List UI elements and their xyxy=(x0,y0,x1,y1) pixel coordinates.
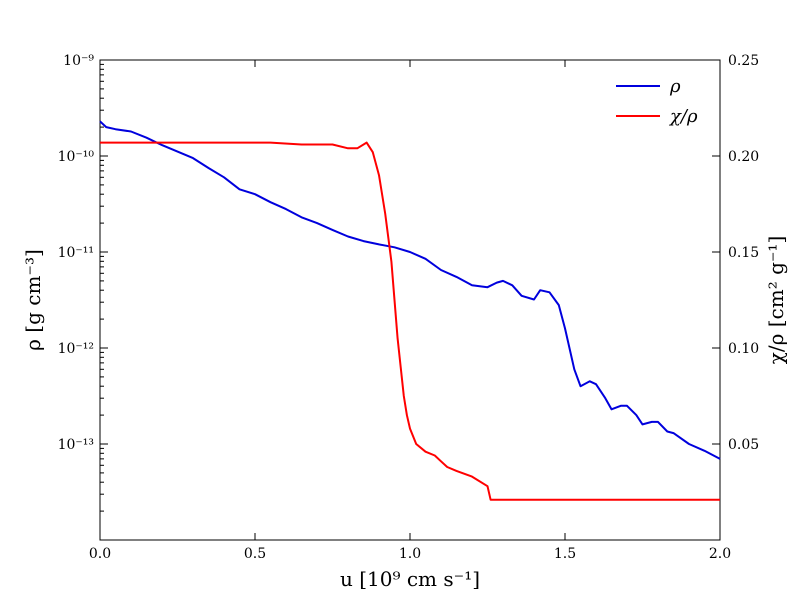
y-left-tick-label: 10⁻⁹ xyxy=(63,53,94,69)
y-left-axis-ticks: 10⁻¹³ 10⁻¹² 10⁻¹¹ 10⁻¹⁰ 10⁻⁹ xyxy=(58,53,108,512)
y-left-axis-title: ρ [g cm⁻³] xyxy=(21,249,45,351)
y-right-tick-label: 0.15 xyxy=(728,245,759,261)
y-right-tick-label: 0.25 xyxy=(728,53,759,69)
y-right-tick-label: 0.10 xyxy=(728,341,759,357)
x-axis-ticks: 0.0 0.5 1.0 1.5 2.0 xyxy=(89,60,731,562)
x-axis-title: u [10⁹ cm s⁻¹] xyxy=(340,567,480,591)
legend-label-rho: ρ xyxy=(669,76,681,97)
x-tick-label: 0.5 xyxy=(244,546,266,562)
y-left-tick-label: 10⁻¹⁰ xyxy=(58,149,95,165)
x-tick-label: 1.0 xyxy=(399,546,421,562)
x-tick-label: 2.0 xyxy=(709,546,731,562)
y-left-tick-label: 10⁻¹¹ xyxy=(58,245,94,261)
y-right-axis-title: χ/ρ [cm² g⁻¹] xyxy=(764,236,788,365)
y-right-tick-label: 0.05 xyxy=(728,437,759,453)
plot-frame xyxy=(99,59,721,541)
y-right-axis-ticks: 0.05 0.10 0.15 0.20 0.25 xyxy=(712,53,759,453)
y-left-tick-label: 10⁻¹³ xyxy=(58,437,94,453)
y-right-tick-label: 0.20 xyxy=(728,149,759,165)
y-left-tick-label: 10⁻¹² xyxy=(58,341,94,357)
series-line-chi-rho xyxy=(100,141,720,501)
legend-label-chi-rho: χ/ρ xyxy=(668,106,698,127)
x-tick-label: 1.5 xyxy=(554,546,576,562)
series-layer xyxy=(99,120,721,501)
series-line-rho xyxy=(99,120,721,460)
legend: ρ χ/ρ xyxy=(616,76,698,127)
x-tick-label: 0.0 xyxy=(89,546,111,562)
